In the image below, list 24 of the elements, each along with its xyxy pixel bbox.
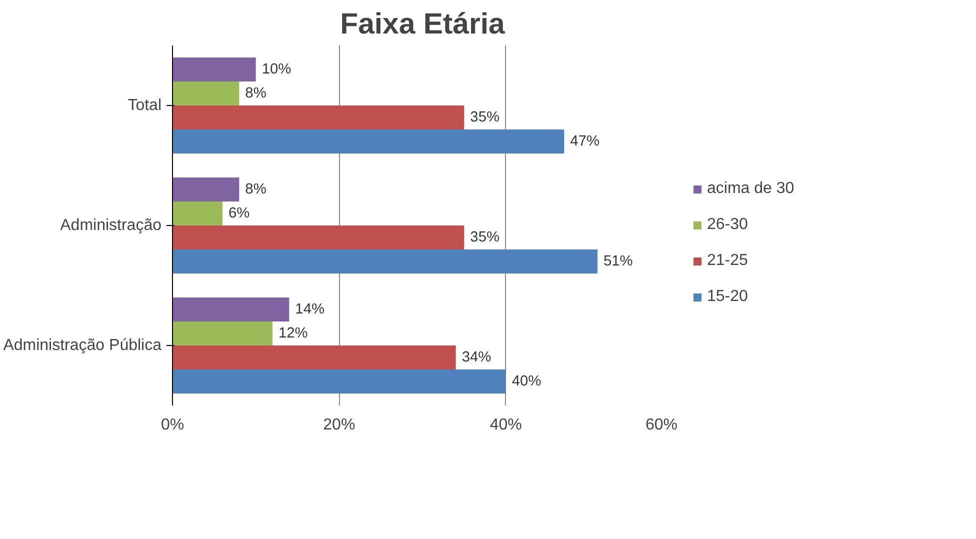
x-tick-label: 20% [323, 416, 356, 434]
legend-label: acima de 30 [707, 180, 794, 198]
data-label: 10% [262, 62, 292, 78]
data-label: 6% [228, 206, 250, 222]
data-label: 47% [570, 134, 600, 150]
x-tick-label: 60% [645, 416, 678, 434]
y-tick-label: Total [128, 97, 162, 114]
data-label: 14% [295, 302, 325, 318]
legend-label: 15-20 [707, 288, 748, 306]
data-label: 40% [512, 374, 542, 390]
y-tick-label: Administração Pública [3, 337, 162, 354]
data-label: 35% [470, 110, 500, 126]
legend-label: 21-25 [707, 252, 748, 270]
x-tick-label: 40% [490, 416, 522, 434]
data-label: 8% [245, 86, 266, 102]
data-label: 51% [604, 254, 633, 270]
legend-label: 26-30 [707, 216, 748, 234]
x-tick-label: 0% [160, 416, 184, 434]
data-label: 34% [462, 350, 492, 366]
y-tick-label: Administração [60, 217, 162, 234]
chart-title: Faixa Etária [340, 8, 506, 40]
data-label: 12% [278, 326, 308, 342]
data-label: 8% [245, 182, 266, 198]
data-label: 35% [470, 230, 500, 246]
